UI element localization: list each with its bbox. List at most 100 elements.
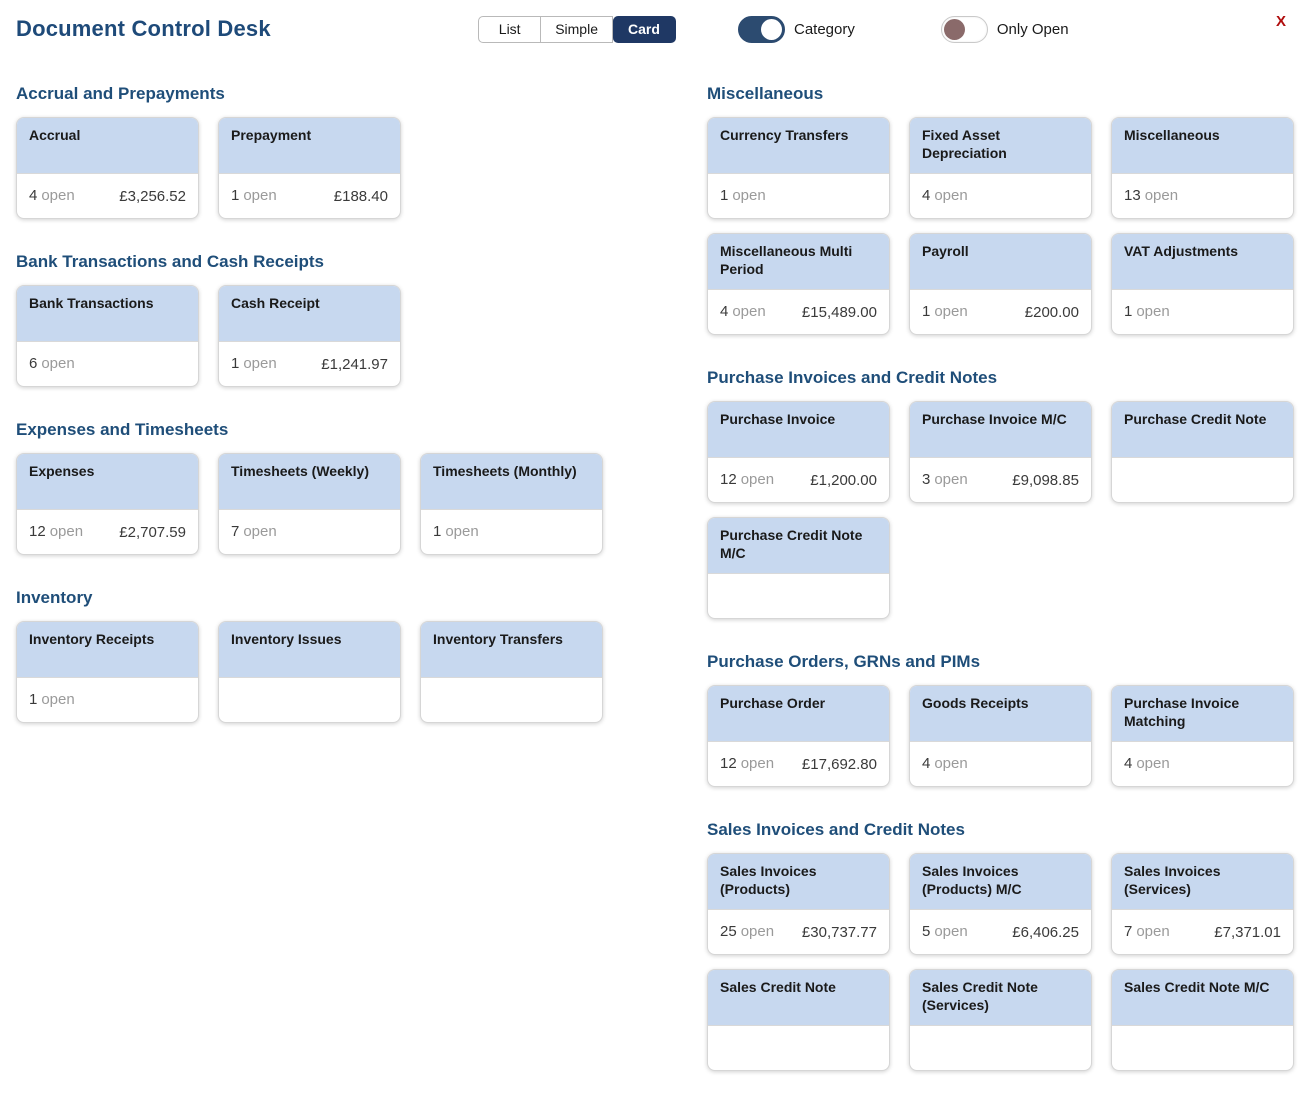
card-body: 4 open — [910, 742, 1091, 786]
only-open-toggle-group: Only Open — [940, 15, 1069, 43]
document-type-card[interactable]: Purchase Invoice Matching 4 open — [1111, 685, 1294, 787]
card-open-label: open — [243, 355, 277, 372]
document-type-card[interactable]: VAT Adjustments 1 open — [1111, 233, 1294, 335]
document-type-card[interactable]: Inventory Transfers — [420, 621, 603, 723]
card-title: Goods Receipts — [922, 695, 1029, 711]
document-type-card[interactable]: Purchase Order 12 open £17,692.80 — [707, 685, 890, 787]
card-open-status — [922, 1039, 926, 1057]
document-type-card[interactable]: Inventory Issues — [218, 621, 401, 723]
document-type-card[interactable]: Purchase Credit Note M/C — [707, 517, 890, 619]
document-type-card[interactable]: Prepayment 1 open £188.40 — [218, 117, 401, 219]
document-type-card[interactable]: Sales Invoices (Services) 7 open £7,371.0… — [1111, 853, 1294, 955]
card-open-label: open — [243, 523, 277, 540]
close-icon[interactable]: X — [1275, 13, 1286, 30]
card-grid: Inventory Receipts 1 open Inventory Issue… — [16, 621, 603, 723]
document-type-card[interactable]: Sales Invoices (Products) 25 open £30,737… — [707, 853, 890, 955]
section-title: Purchase Invoices and Credit Notes — [707, 368, 998, 387]
document-type-card[interactable]: Accrual 4 open £3,256.52 — [16, 117, 199, 219]
card-open-label: open — [934, 755, 968, 772]
card-open-status: 12 open — [720, 755, 774, 773]
document-type-card[interactable]: Fixed Asset Depreciation 4 open — [909, 117, 1092, 219]
card-body — [708, 1026, 889, 1070]
document-section: Bank Transactions and Cash Receipts Bank… — [16, 252, 603, 387]
document-section: Inventory Inventory Receipts 1 open Inven… — [16, 588, 603, 723]
card-open-status — [433, 691, 437, 709]
section-title: Bank Transactions and Cash Receipts — [16, 252, 324, 271]
card-title: Purchase Credit Note M/C — [720, 527, 863, 561]
document-type-card[interactable]: Sales Credit Note (Services) — [909, 969, 1092, 1071]
card-title: Purchase Order — [720, 695, 826, 711]
document-type-card[interactable]: Timesheets (Weekly) 7 open — [218, 453, 401, 555]
section-title: Inventory — [16, 588, 93, 607]
card-header: Miscellaneous Multi Period — [708, 234, 889, 290]
document-type-card[interactable]: Currency Transfers 1 open — [707, 117, 890, 219]
card-title: Sales Credit Note — [720, 979, 836, 995]
document-type-card[interactable]: Inventory Receipts 1 open — [16, 621, 199, 723]
document-type-card[interactable]: Goods Receipts 4 open — [909, 685, 1092, 787]
card-title: Sales Invoices (Products) M/C — [922, 863, 1022, 897]
document-type-card[interactable]: Bank Transactions 6 open — [16, 285, 199, 387]
view-mode-list-button[interactable]: List — [478, 15, 542, 43]
category-toggle-group: Category — [737, 15, 855, 43]
card-open-status: 13 open — [1124, 187, 1178, 205]
card-open-status: 1 open — [1124, 303, 1170, 321]
document-type-card[interactable]: Payroll 1 open £200.00 — [909, 233, 1092, 335]
card-amount: £1,241.97 — [321, 355, 388, 373]
card-body: 5 open £6,406.25 — [910, 910, 1091, 954]
card-header: Purchase Invoice — [708, 402, 889, 458]
document-type-card[interactable]: Miscellaneous 13 open — [1111, 117, 1294, 219]
card-amount: £9,098.85 — [1012, 471, 1079, 489]
card-body — [910, 1026, 1091, 1070]
card-title: Miscellaneous — [1124, 127, 1220, 143]
card-open-status — [1124, 1039, 1128, 1057]
view-mode-simple-button[interactable]: Simple — [541, 15, 613, 43]
document-type-card[interactable]: Sales Invoices (Products) M/C 5 open £6,4… — [909, 853, 1092, 955]
card-title: Timesheets (Monthly) — [433, 463, 577, 479]
card-grid: Bank Transactions 6 open Cash Receipt 1 op… — [16, 285, 603, 387]
only-open-toggle-switch[interactable] — [940, 15, 988, 43]
card-open-status: 1 open — [922, 303, 968, 321]
card-open-label: open — [934, 187, 968, 204]
document-type-card[interactable]: Expenses 12 open £2,707.59 — [16, 453, 199, 555]
card-body: 4 open — [1112, 742, 1293, 786]
card-body: 12 open £2,707.59 — [17, 510, 198, 554]
card-open-status — [720, 587, 724, 605]
document-section: Miscellaneous Currency Transfers 1 open F… — [707, 84, 1294, 335]
card-header: Inventory Transfers — [421, 622, 602, 678]
card-body: 13 open — [1112, 174, 1293, 218]
card-amount: £17,692.80 — [801, 755, 877, 773]
card-header: Miscellaneous — [1112, 118, 1293, 174]
left-column: Accrual and Prepayments Accrual 4 open £3… — [16, 84, 603, 756]
document-section: Expenses and Timesheets Expenses 12 open … — [16, 420, 603, 555]
document-type-card[interactable]: Timesheets (Monthly) 1 open — [420, 453, 603, 555]
card-title: Expenses — [29, 463, 95, 479]
document-section: Purchase Invoices and Credit Notes Purch… — [707, 368, 1294, 619]
card-amount: £15,489.00 — [801, 303, 877, 321]
card-header: Prepayment — [219, 118, 400, 174]
card-open-status: 1 open — [231, 355, 277, 373]
card-header: Sales Invoices (Products) M/C — [910, 854, 1091, 910]
card-open-label: open — [1136, 923, 1170, 940]
document-type-card[interactable]: Cash Receipt 1 open £1,241.97 — [218, 285, 401, 387]
card-title: Inventory Transfers — [433, 631, 563, 647]
card-title: Bank Transactions — [29, 295, 154, 311]
card-body: 1 open £1,241.97 — [219, 342, 400, 386]
card-header: Cash Receipt — [219, 286, 400, 342]
card-header: Payroll — [910, 234, 1091, 290]
card-body — [421, 678, 602, 722]
card-open-count: 4 — [922, 755, 931, 772]
card-open-status: 4 open — [922, 755, 968, 773]
document-type-card[interactable]: Purchase Credit Note — [1111, 401, 1294, 503]
view-mode-card-button[interactable]: Card — [612, 15, 676, 43]
card-body: 6 open — [17, 342, 198, 386]
card-header: Timesheets (Weekly) — [219, 454, 400, 510]
section-title: Miscellaneous — [707, 84, 824, 103]
category-toggle-switch[interactable] — [737, 15, 785, 43]
right-column: Miscellaneous Currency Transfers 1 open F… — [707, 84, 1294, 1104]
document-type-card[interactable]: Sales Credit Note M/C — [1111, 969, 1294, 1071]
document-type-card[interactable]: Sales Credit Note — [707, 969, 890, 1071]
document-type-card[interactable]: Miscellaneous Multi Period 4 open £15,489… — [707, 233, 890, 335]
document-type-card[interactable]: Purchase Invoice M/C 3 open £9,098.85 — [909, 401, 1092, 503]
card-body: 1 open — [421, 510, 602, 554]
document-type-card[interactable]: Purchase Invoice 12 open £1,200.00 — [707, 401, 890, 503]
